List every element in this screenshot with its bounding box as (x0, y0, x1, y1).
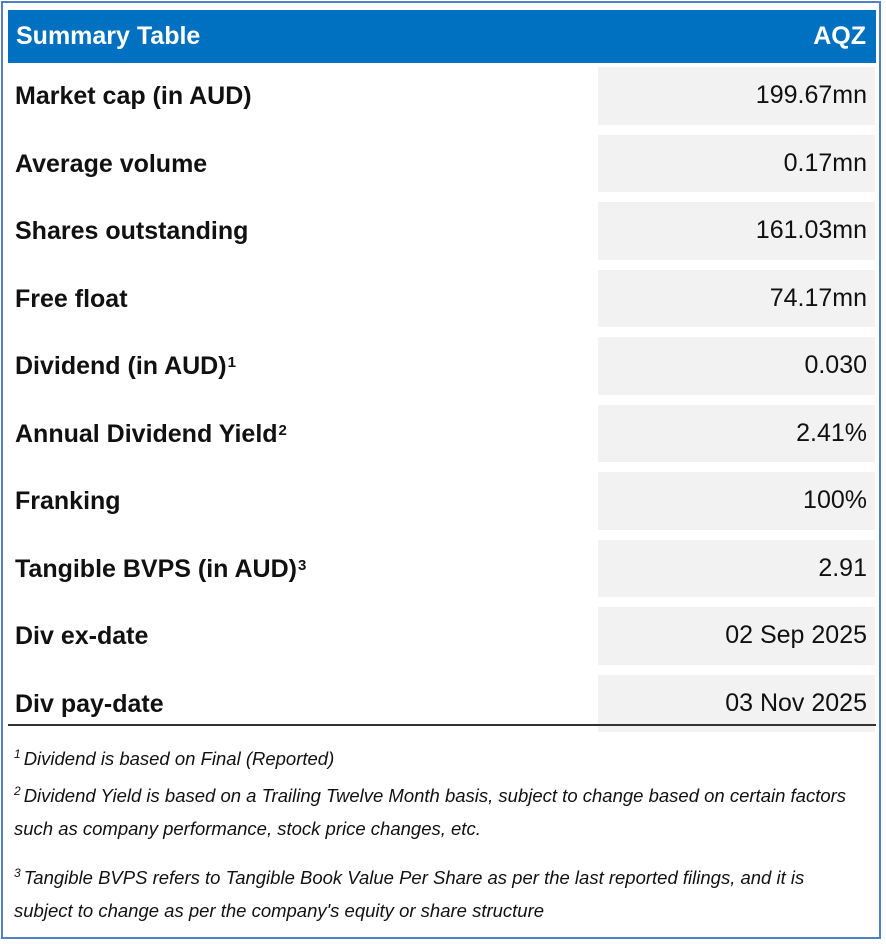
row-label-text: Div pay-date (15, 689, 164, 718)
row-label: Tangible BVPS (in AUD) 3 (15, 536, 306, 604)
footnote: 2 Dividend Yield is based on a Trailing T… (14, 775, 864, 845)
row-label-text: Dividend (in AUD) (15, 352, 227, 381)
row-label: Average volume (15, 131, 207, 199)
row-label: Div ex-date (15, 603, 148, 671)
row-value: 100% (598, 472, 875, 530)
row-label-text: Shares outstanding (15, 217, 249, 246)
table-row: Shares outstanding 161.03mn (8, 198, 876, 266)
table-row: Dividend (in AUD) 1 0.030 (8, 333, 876, 401)
table-row: Average volume 0.17mn (8, 131, 876, 199)
row-label: Market cap (in AUD) (15, 63, 252, 131)
row-label-text: Div ex-date (15, 622, 149, 651)
row-value: 74.17mn (598, 269, 875, 327)
footnote-text: Dividend is based on Final (Reported) (23, 748, 335, 770)
footnote-text: Dividend Yield is based on a Trailing Tw… (14, 785, 847, 840)
row-value: 02 Sep 2025 (598, 607, 875, 665)
footnote-marker: 1 (227, 354, 236, 372)
row-label-text: Free float (15, 284, 128, 313)
footnote: 3 Tangible BVPS refers to Tangible Book V… (14, 857, 864, 927)
row-label: Free float (15, 266, 128, 334)
footnote-number: 2 (14, 784, 21, 799)
row-value: 03 Nov 2025 (598, 674, 875, 732)
row-label: Franking (15, 468, 121, 536)
row-value: 0.030 (598, 337, 875, 395)
row-label-text: Annual Dividend Yield (15, 419, 278, 448)
footnote-number: 3 (14, 866, 21, 881)
table-row: Div pay-date 03 Nov 2025 (8, 671, 876, 739)
footnote-marker: 3 (297, 556, 307, 574)
table-row: Free float 74.17mn (8, 266, 876, 334)
row-label: Dividend (in AUD) 1 (15, 333, 236, 401)
table-row: Franking 100% (8, 468, 876, 536)
footnote-text: Tangible BVPS refers to Tangible Book Va… (14, 867, 805, 922)
row-label: Annual Dividend Yield 2 (15, 401, 287, 469)
row-value: 0.17mn (598, 134, 875, 192)
footnote-marker: 2 (278, 421, 287, 439)
table-row: Market cap (in AUD) 199.67mn (8, 63, 876, 131)
ticker-label: AQZ (813, 22, 866, 50)
footnote: 1 Dividend is based on Final (Reported) (14, 738, 864, 775)
row-label: Div pay-date (15, 671, 164, 739)
table-header: Summary Table AQZ (8, 10, 876, 63)
row-label: Shares outstanding (15, 198, 248, 266)
table-row: Div ex-date 02 Sep 2025 (8, 603, 876, 671)
row-value: 2.91 (598, 539, 875, 597)
row-value: 199.67mn (598, 67, 875, 125)
row-label-text: Market cap (in AUD) (15, 82, 252, 111)
row-label-text: Average volume (15, 149, 208, 178)
table-title: Summary Table (16, 22, 201, 50)
summary-rows: Market cap (in AUD) 199.67mn Average volum… (8, 63, 876, 738)
divider (8, 724, 876, 726)
footnotes: 1 Dividend is based on Final (Reported) 2 D… (14, 738, 864, 927)
row-value: 161.03mn (598, 202, 875, 260)
row-label-text: Franking (15, 487, 121, 516)
table-row: Tangible BVPS (in AUD) 3 2.91 (8, 536, 876, 604)
row-label-text: Tangible BVPS (in AUD) (15, 554, 297, 583)
row-value: 2.41% (598, 404, 875, 462)
footnote-number: 1 (14, 747, 21, 761)
table-row: Annual Dividend Yield 2 2.41% (8, 401, 876, 469)
